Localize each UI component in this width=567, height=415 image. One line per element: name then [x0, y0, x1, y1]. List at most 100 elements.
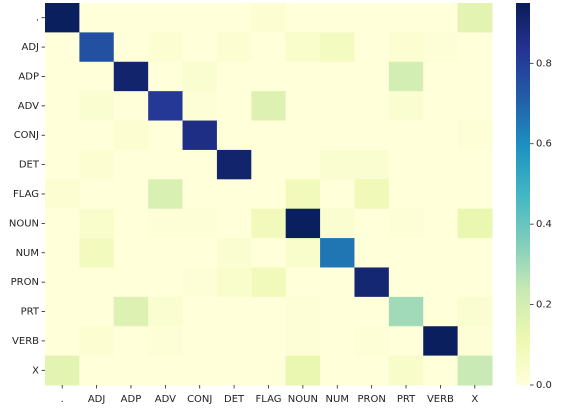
y-tick-label: ADV: [18, 101, 39, 112]
heatmap-cell: [182, 355, 218, 386]
heatmap-cell: [45, 267, 80, 298]
heatmap-cell: [79, 32, 115, 63]
heatmap-cell: [182, 149, 218, 180]
x-tick-label: ADJ: [88, 394, 106, 405]
heatmap-cell: [148, 3, 184, 33]
heatmap-cell: [251, 355, 287, 386]
colorbar-tick-label: 0.0: [536, 380, 552, 391]
heatmap-cell: [388, 326, 424, 357]
heatmap-cell: [457, 179, 493, 210]
heatmap-cell: [113, 32, 149, 63]
heatmap-cell: [45, 61, 80, 92]
x-tick-label: ADP: [121, 394, 142, 405]
x-tick-label: VERB: [427, 394, 454, 405]
heatmap-cell: [285, 91, 321, 122]
heatmap-cell: [148, 120, 184, 151]
heatmap-cell: [320, 296, 355, 327]
heatmap-cell: [182, 91, 218, 122]
heatmap-cell: [79, 179, 115, 210]
heatmap-cell: [354, 91, 390, 122]
heatmap-cell: [354, 326, 390, 357]
heatmap-cell: [423, 208, 459, 239]
heatmap-cell: [251, 61, 287, 92]
heatmap-cell: [182, 326, 218, 357]
heatmap-cell: [216, 238, 252, 268]
heatmap-cell: [45, 179, 80, 210]
heatmap-cell: [182, 208, 218, 239]
heatmap-cell: [182, 296, 218, 327]
heatmap-cell: [320, 149, 355, 180]
heatmap-cell: [354, 149, 390, 180]
heatmap-cell: [113, 267, 149, 298]
y-tick-label: VERB: [12, 336, 39, 347]
heatmap-cell: [216, 61, 252, 92]
heatmap-cell: [457, 61, 493, 92]
heatmap-cell: [354, 120, 390, 151]
heatmap-cell: [320, 208, 355, 239]
colorbar: [516, 3, 530, 385]
heatmap-cell: [182, 120, 218, 151]
heatmap-cell: [423, 296, 459, 327]
heatmap-cell: [148, 238, 184, 268]
heatmap-cell: [423, 3, 459, 33]
colorbar-tick-label: 0.2: [536, 300, 552, 311]
heatmap-cell: [457, 267, 493, 298]
heatmap-cell: [354, 238, 390, 268]
heatmap-cell: [388, 355, 424, 386]
heatmap-cell: [216, 91, 252, 122]
heatmap-cell: [423, 120, 459, 151]
y-tick-label: PRON: [11, 277, 39, 288]
heatmap-cell: [113, 3, 149, 33]
x-tick-label: .: [61, 394, 64, 405]
heatmap-cell: [285, 3, 321, 33]
heatmap-cell: [457, 208, 493, 239]
heatmap-cell: [423, 91, 459, 122]
heatmap-cell: [148, 267, 184, 298]
heatmap-cell: [423, 238, 459, 268]
heatmap-cell: [457, 32, 493, 63]
heatmap-cell: [423, 179, 459, 210]
heatmap-cell: [285, 179, 321, 210]
heatmap-cell: [216, 179, 252, 210]
heatmap-cell: [45, 32, 80, 63]
heatmap-cell: [79, 91, 115, 122]
x-tick-label: FLAG: [256, 394, 282, 405]
x-tick-label: DET: [224, 394, 245, 405]
heatmap-cell: [45, 296, 80, 327]
x-tick-label: X: [471, 394, 478, 405]
heatmap-cell: [113, 238, 149, 268]
heatmap-cell: [182, 61, 218, 92]
heatmap-cell: [354, 355, 390, 386]
heatmap-cell: [45, 149, 80, 180]
heatmap-cell: [113, 208, 149, 239]
heatmap-cell: [148, 91, 184, 122]
heatmap-cell: [251, 179, 287, 210]
heatmap-cell: [388, 179, 424, 210]
y-tick-label: ADP: [18, 71, 39, 82]
heatmap-cell: [45, 355, 80, 386]
heatmap-cell: [113, 326, 149, 357]
heatmap-cell: [423, 326, 459, 357]
heatmap-cell: [216, 120, 252, 151]
x-tick-label: PRT: [397, 394, 416, 405]
heatmap-cell: [182, 32, 218, 63]
heatmap-cell: [388, 238, 424, 268]
heatmap-cell: [79, 3, 115, 33]
heatmap-cell: [79, 355, 115, 386]
heatmap-cell: [354, 32, 390, 63]
heatmap-cell: [148, 208, 184, 239]
heatmap-cell: [216, 326, 252, 357]
heatmap-cell: [285, 355, 321, 386]
heatmap-cell: [457, 91, 493, 122]
heatmap-cell: [388, 61, 424, 92]
heatmap-cell: [423, 355, 459, 386]
heatmap-cell: [388, 91, 424, 122]
heatmap-cell: [388, 3, 424, 33]
heatmap-cell: [285, 61, 321, 92]
x-tick-label: CONJ: [187, 394, 212, 405]
heatmap-cell: [45, 91, 80, 122]
heatmap-cell: [251, 296, 287, 327]
heatmap-cell: [251, 208, 287, 239]
y-tick-label: ADJ: [22, 42, 40, 53]
